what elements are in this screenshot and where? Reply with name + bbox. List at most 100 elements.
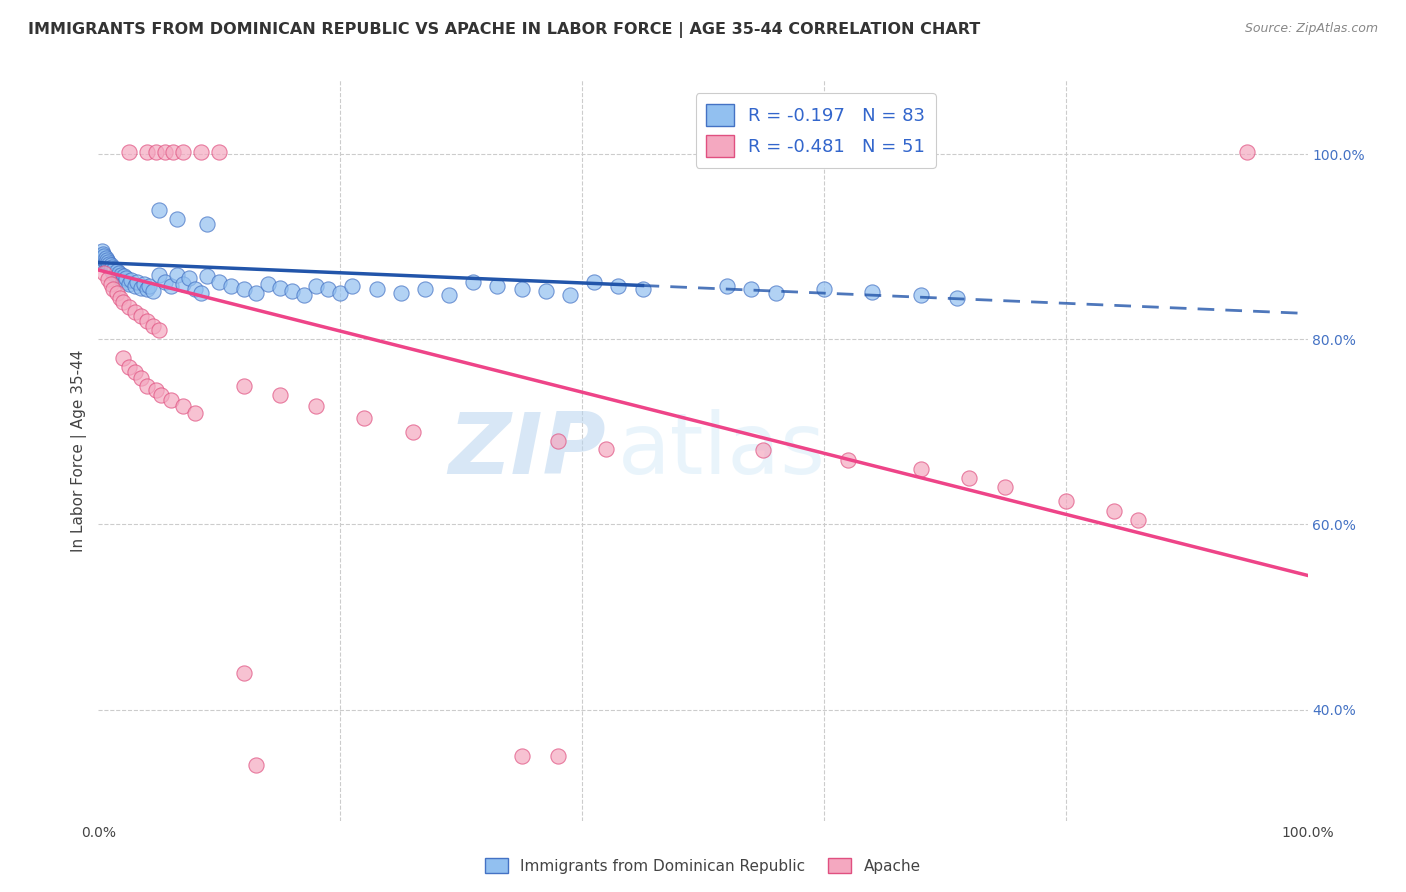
Point xyxy=(129,371,152,385)
Point xyxy=(142,285,165,299)
Point xyxy=(860,285,883,300)
Point xyxy=(138,278,160,293)
Point xyxy=(269,280,291,294)
Text: Source: ZipAtlas.com: Source: ZipAtlas.com xyxy=(1244,22,1378,36)
Point xyxy=(172,277,194,291)
Point xyxy=(510,281,533,295)
Point xyxy=(101,281,124,295)
Point xyxy=(100,262,122,277)
Point xyxy=(91,247,114,261)
Point xyxy=(510,748,533,763)
Point xyxy=(534,285,557,299)
Point xyxy=(208,275,231,289)
Point xyxy=(166,268,188,282)
Point xyxy=(305,399,328,413)
Point xyxy=(160,278,183,293)
Point xyxy=(150,388,173,402)
Point xyxy=(94,251,117,265)
Point xyxy=(112,269,135,284)
Point xyxy=(166,212,188,227)
Legend: Immigrants from Dominican Republic, Apache: Immigrants from Dominican Republic, Apac… xyxy=(479,852,927,880)
Point xyxy=(437,288,460,302)
Point xyxy=(145,145,167,160)
Point xyxy=(245,286,267,301)
Point xyxy=(221,278,243,293)
Point xyxy=(93,266,115,280)
Point xyxy=(101,266,124,280)
Point xyxy=(994,481,1017,495)
Point xyxy=(957,471,980,485)
Point xyxy=(98,256,121,270)
Point xyxy=(179,271,201,285)
Point xyxy=(752,443,775,458)
Point xyxy=(107,269,129,284)
Point xyxy=(96,256,118,270)
Point xyxy=(547,748,569,763)
Point xyxy=(124,304,146,318)
Point xyxy=(245,758,267,772)
Text: atlas: atlas xyxy=(619,409,827,492)
Legend: R = -0.197   N = 83, R = -0.481   N = 51: R = -0.197 N = 83, R = -0.481 N = 51 xyxy=(696,93,936,168)
Point xyxy=(208,145,231,160)
Point xyxy=(91,244,114,259)
Point xyxy=(1128,513,1150,527)
Point xyxy=(90,249,112,263)
Point xyxy=(195,217,218,231)
Point xyxy=(148,268,170,282)
Point xyxy=(148,323,170,337)
Point xyxy=(281,285,304,299)
Point xyxy=(1102,503,1125,517)
Point xyxy=(172,399,194,413)
Point xyxy=(115,271,138,285)
Point xyxy=(160,392,183,407)
Point xyxy=(583,275,606,289)
Point xyxy=(111,273,134,287)
Point xyxy=(135,282,157,296)
Point xyxy=(97,272,120,286)
Point xyxy=(184,281,207,295)
Point xyxy=(305,278,328,293)
Point xyxy=(94,254,117,268)
Point xyxy=(190,286,212,301)
Point xyxy=(269,388,291,402)
Point xyxy=(153,275,176,289)
Point xyxy=(120,273,142,287)
Point xyxy=(463,275,485,289)
Point xyxy=(740,282,762,296)
Point xyxy=(190,145,212,160)
Point xyxy=(91,253,114,268)
Point xyxy=(111,295,134,310)
Point xyxy=(135,378,157,392)
Point xyxy=(93,249,115,263)
Point xyxy=(232,378,254,392)
Point xyxy=(100,260,122,275)
Point xyxy=(124,278,146,293)
Point xyxy=(329,286,352,301)
Point xyxy=(118,277,141,291)
Point xyxy=(316,282,339,296)
Point xyxy=(142,318,165,333)
Point xyxy=(153,145,176,160)
Point xyxy=(389,286,412,301)
Point xyxy=(184,407,207,421)
Point xyxy=(342,278,364,293)
Point xyxy=(118,145,141,160)
Point xyxy=(813,281,835,295)
Point xyxy=(124,365,146,379)
Point xyxy=(134,277,156,291)
Point xyxy=(716,278,738,293)
Point xyxy=(765,286,787,301)
Point xyxy=(232,282,254,296)
Point xyxy=(108,266,131,280)
Point xyxy=(1236,145,1258,160)
Y-axis label: In Labor Force | Age 35-44: In Labor Force | Age 35-44 xyxy=(70,350,87,551)
Point xyxy=(1054,494,1077,508)
Point xyxy=(97,254,120,268)
Point xyxy=(413,281,436,295)
Point xyxy=(100,277,122,291)
Point xyxy=(135,314,157,328)
Point xyxy=(910,288,932,302)
Point xyxy=(105,264,128,278)
Point xyxy=(910,462,932,476)
Point xyxy=(129,310,152,324)
